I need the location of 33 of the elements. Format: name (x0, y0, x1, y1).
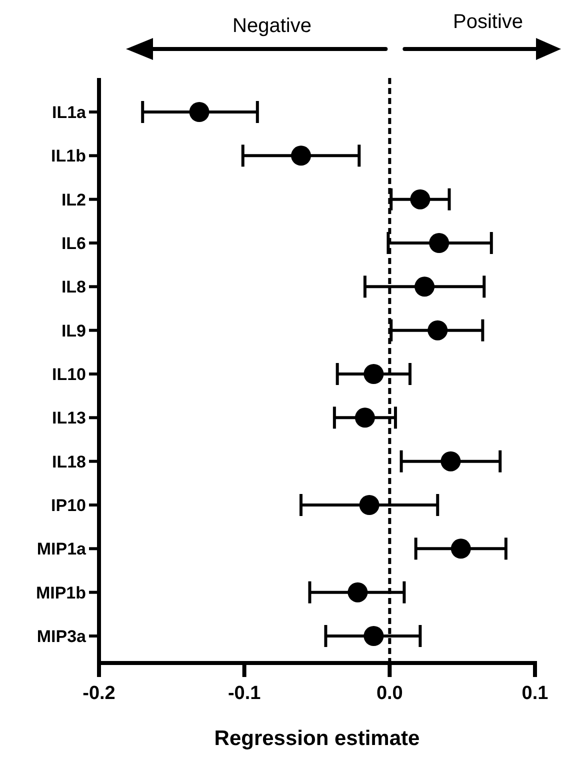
y-tick-label: MIP1b (36, 583, 86, 602)
point (354, 408, 375, 428)
y-tick-label: IL8 (61, 278, 86, 297)
x-axis-title: Regression estimate (214, 727, 420, 750)
x-tick-label: 0.1 (522, 683, 549, 704)
point (440, 451, 461, 472)
x-tick-label: -0.1 (228, 683, 262, 704)
y-tick-label: MIP3a (36, 626, 87, 646)
y-tick-label: IP10 (51, 496, 86, 515)
y-tick-label: IL1b (51, 146, 86, 166)
point (429, 233, 450, 253)
text: Negative (232, 15, 312, 37)
y-tick-label: IL18 (52, 452, 86, 472)
point (364, 364, 384, 384)
point (450, 538, 471, 559)
y-tick-label: MIP1a (36, 540, 87, 559)
point (189, 102, 210, 122)
x-tick-label: -0.2 (82, 683, 116, 704)
y-tick-label: IL2 (61, 190, 86, 210)
y-tick-label: IL1a (52, 102, 87, 122)
point (364, 626, 384, 646)
y-tick-label: IL13 (52, 408, 86, 428)
point (414, 276, 435, 297)
x-tick-label: 0.0 (376, 683, 403, 704)
text: Positive (452, 11, 524, 33)
y-tick-label: IL6 (61, 234, 86, 253)
point (291, 146, 312, 166)
y-tick-label: IL9 (61, 321, 86, 340)
point (359, 495, 380, 515)
y-tick-label: IL10 (52, 364, 86, 384)
point (410, 189, 430, 210)
point (348, 582, 368, 602)
point (428, 320, 448, 340)
